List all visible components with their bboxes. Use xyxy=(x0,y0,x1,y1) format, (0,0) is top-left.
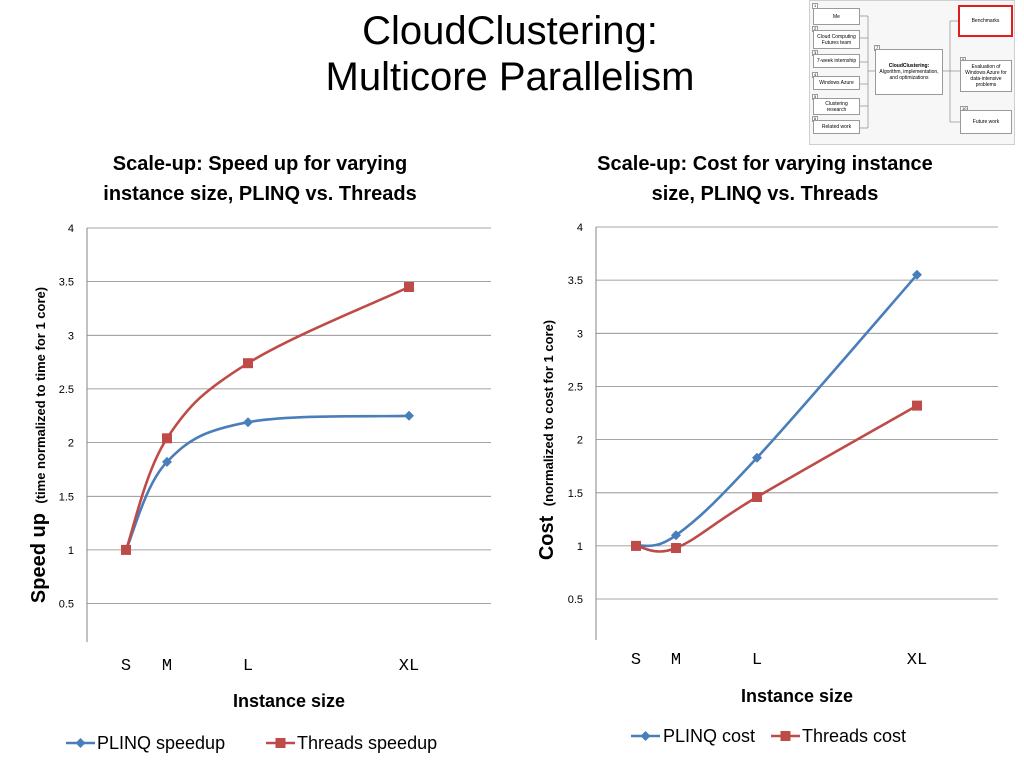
chart-2-legend: PLINQ cost Threads cost xyxy=(631,726,906,746)
category-label: M xyxy=(162,657,172,676)
chart-1-ylabel-sub: (time normalized to time for 1 core) xyxy=(33,287,48,504)
chart-2-series xyxy=(631,269,922,553)
chart-2-title: Scale-up: Cost for varying instance size… xyxy=(545,149,985,209)
thumb-item-clustering: Clustering research xyxy=(813,98,860,115)
chart-2-ylabel: Cost (normalized to cost for 1 core) xyxy=(536,320,558,560)
slide-title: CloudClustering: Multicore Parallelism xyxy=(250,8,770,100)
chart-1-title-line-2: instance size, PLINQ vs. Threads xyxy=(103,183,417,205)
chart-2-category-labels: S M L XL xyxy=(631,651,927,670)
ytick-label: 3.5 xyxy=(59,277,74,289)
ytick-label: 3 xyxy=(577,328,583,340)
data-point xyxy=(912,269,922,280)
thumb-item-me: Me xyxy=(813,8,860,25)
series-line xyxy=(635,404,918,553)
chart-1-legend: PLINQ speedup Threads speedup xyxy=(66,733,437,753)
category-label: XL xyxy=(907,651,927,670)
chart-1-ytick-labels: 0.5 1 1.5 2 2.5 3 3.5 4 xyxy=(59,223,74,611)
data-point xyxy=(404,410,414,421)
thumb-item-future-work: Future work xyxy=(960,110,1012,134)
legend-marker xyxy=(640,731,651,741)
thumb-item-evaluation: Evaluation of Windows Azure for data-int… xyxy=(960,60,1012,92)
data-point xyxy=(162,433,172,444)
chart-2-ylabel-sub: (normalized to cost for 1 core) xyxy=(541,320,556,506)
category-label: L xyxy=(752,651,762,670)
thumb-item-benchmarks: Benchmarks xyxy=(958,5,1013,37)
legend-marker xyxy=(780,731,791,741)
chart-1-ylabel-main: Speed up xyxy=(28,513,50,603)
data-point xyxy=(243,417,253,428)
chart-2-title-line-2: size, PLINQ vs. Threads xyxy=(651,183,879,205)
chart-1-xlabel: Instance size xyxy=(233,691,345,711)
category-label: S xyxy=(121,657,131,676)
ytick-label: 2.5 xyxy=(568,381,583,393)
ytick-label: 1.5 xyxy=(59,491,74,503)
series-line xyxy=(124,414,410,551)
thumb-center-label: Algorithm, implementation, and optimizat… xyxy=(879,69,939,81)
ytick-label: 1.5 xyxy=(568,488,583,500)
chart-2-ytick-labels: 0.5 1 1.5 2 2.5 3 3.5 4 xyxy=(568,222,583,606)
category-label: L xyxy=(243,657,253,676)
thumb-item-ccf-team: Cloud Computing Futures team xyxy=(813,30,860,49)
slide-title-line-1: CloudClustering: xyxy=(362,9,658,53)
category-label: S xyxy=(631,651,641,670)
data-point xyxy=(121,544,131,555)
ytick-label: 4 xyxy=(68,223,74,235)
legend-marker xyxy=(75,738,86,748)
data-point xyxy=(671,543,681,553)
thumb-item-azure: Windows Azure xyxy=(813,76,860,90)
ytick-label: 4 xyxy=(577,222,583,234)
chart-1-title: Scale-up: Speed up for varying instance … xyxy=(40,149,480,209)
chart-2-xlabel: Instance size xyxy=(741,686,853,706)
outline-thumbnail: 1 Me 2 Cloud Computing Futures team 3 7-… xyxy=(809,0,1015,145)
chart-1-category-labels: S M L XL xyxy=(121,657,419,676)
legend-marker xyxy=(275,738,286,748)
chart-2-gridlines xyxy=(596,226,998,600)
ytick-label: 2.5 xyxy=(59,384,74,396)
slide-title-line-2: Multicore Parallelism xyxy=(325,55,695,99)
thumb-item-related-work: Related work xyxy=(813,120,860,134)
ytick-label: 2 xyxy=(577,435,583,447)
series-line xyxy=(635,273,918,548)
chart-2-ylabel-main: Cost xyxy=(536,515,558,560)
category-label: XL xyxy=(399,657,419,676)
thumb-center-title: CloudClustering: xyxy=(888,63,930,69)
data-point xyxy=(243,358,253,369)
ytick-label: 1 xyxy=(68,545,74,557)
data-point xyxy=(671,530,681,541)
legend-label: PLINQ speedup xyxy=(97,733,225,753)
ytick-label: 2 xyxy=(68,438,74,450)
legend-label: Threads cost xyxy=(802,726,906,746)
ytick-label: 3 xyxy=(68,330,74,342)
legend-label: Threads speedup xyxy=(297,733,437,753)
data-point xyxy=(631,540,641,551)
thumb-item-internship: 7-week internship xyxy=(813,54,860,68)
data-point xyxy=(404,282,414,292)
series-line xyxy=(124,285,410,551)
category-label: M xyxy=(671,651,681,670)
chart-1-series xyxy=(121,282,414,555)
ytick-label: 1 xyxy=(577,541,583,553)
chart-1-title-line-1: Scale-up: Speed up for varying xyxy=(112,153,408,175)
data-point xyxy=(912,400,922,411)
chart-2-title-line-1: Scale-up: Cost for varying instance xyxy=(597,153,933,175)
data-point xyxy=(752,492,762,502)
chart-1-gridlines xyxy=(87,227,491,604)
thumbnail-connectors xyxy=(860,15,960,129)
legend-label: PLINQ cost xyxy=(663,726,755,746)
data-point xyxy=(752,452,762,463)
ytick-label: 3.5 xyxy=(568,275,583,287)
data-point xyxy=(162,456,172,467)
chart-1-ylabel: Speed up (time normalized to time for 1 … xyxy=(28,287,50,603)
thumb-item-cloudclustering: CloudClustering: Algorithm, implementati… xyxy=(875,49,943,95)
ytick-label: 0.5 xyxy=(59,599,74,611)
ytick-label: 0.5 xyxy=(568,594,583,606)
